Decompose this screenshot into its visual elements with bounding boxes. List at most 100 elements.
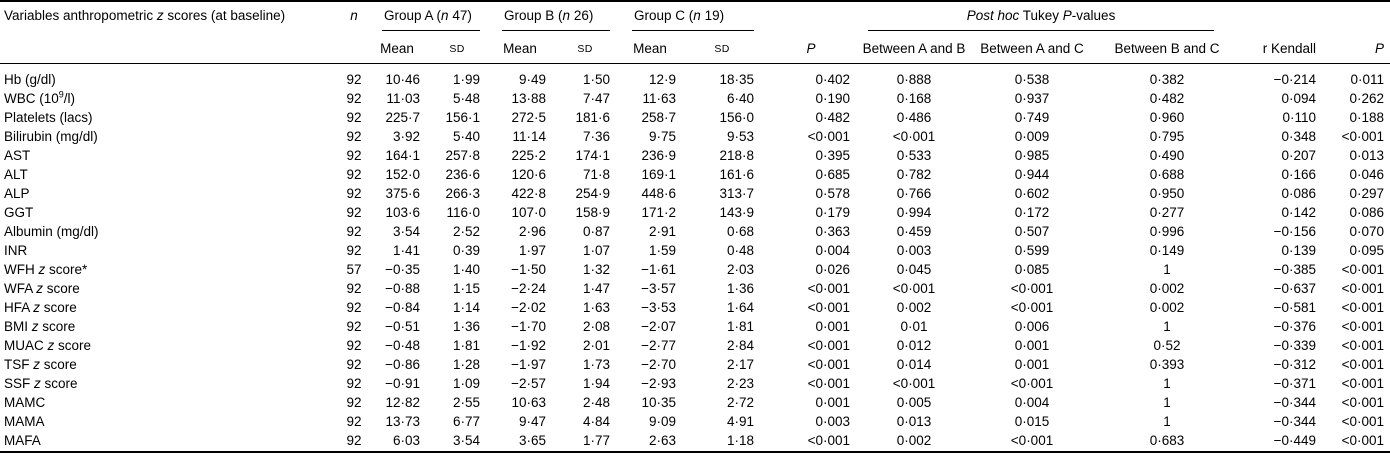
cell-group-b-mean: 2·96 [518,223,547,239]
cell-p-anova: 0·026 [815,261,851,277]
table-row: INR 92 1·41 0·39 1·97 1·07 1·59 0·48 0·004 0·003 0… [0,242,1390,261]
table-row: MAMC 92 12·82 2·55 10·63 2·48 10·35 2·72 0·001 0·… [0,394,1390,413]
cell-n: 92 [346,375,362,391]
cell-group-a-sd: 2·52 [452,223,481,239]
cell-p-kendall: <0·001 [1341,375,1385,391]
table-row: Platelets (lacs) 92 225·7 156·1 272·5 181·6 25… [0,109,1390,128]
cell-group-a-mean: 3·92 [392,128,420,144]
header-row-groups: Variables anthropometric z scores (at ba… [0,1,1390,64]
cell-p-kendall: <0·001 [1341,280,1385,296]
row-label: ALT [4,166,28,182]
cell-group-b-sd: 1·32 [582,261,611,277]
cell-n: 92 [346,90,362,106]
cell-group-b-mean: −1·50 [511,261,547,277]
table-row: WBC (109/l) 92 11·03 5·48 13·88 7·47 11·63 6·40… [0,90,1390,109]
cell-group-c-sd: 2·17 [726,356,755,372]
cell-n: 92 [346,394,362,410]
cell-p-anova: <0·001 [807,299,851,315]
cell-tukey-a-c: 0·085 [1014,261,1050,277]
cell-group-b-mean: −1·97 [511,356,547,372]
cell-group-a-mean: 103·6 [385,204,420,220]
cell-p-kendall: <0·001 [1324,431,1390,453]
cell-p-anova: 0·003 [815,413,851,429]
cell-group-c-sd: 4·91 [726,413,755,429]
table-row: Hb (g/dl) 92 10·46 1·99 9·49 1·50 12·9 18·35 0·4… [0,63,1390,90]
cell-tukey-a-c: 0·602 [1014,185,1050,201]
cell-group-a-sd: 3·54 [432,431,493,453]
cell-group-b-sd: 158·9 [575,204,611,220]
cell-p-kendall: <0·001 [1341,394,1385,410]
cell-p-anova: 0·190 [815,90,851,106]
cell-group-c-sd: 6·40 [726,90,755,106]
cell-group-a-sd: 1·15 [452,280,481,296]
cell-group-c-sd: 218·8 [719,147,755,163]
cell-n: 92 [346,280,362,296]
cell-tukey-a-b: 0·003 [896,242,932,258]
cell-tukey-b-c: 1 [1163,318,1171,334]
cell-group-a-mean: −0·86 [385,356,420,372]
cell-tukey-b-c: 0·393 [1149,356,1185,372]
table-row: MAFA 92 6·03 3·54 3·65 1·77 2·63 1·18 <0·001 0·00… [0,431,1390,453]
cell-tukey-a-c: 0·172 [1014,204,1050,220]
row-label: MUAC z score [4,337,92,353]
cell-group-b-sd: 2·01 [582,337,611,353]
cell-tukey-a-b: 0·994 [896,204,932,220]
cell-group-a-sd: 257·8 [445,147,481,163]
cell-group-b-mean: 10·63 [511,394,547,410]
cell-group-b-mean: −2·02 [511,299,547,315]
cell-group-b-mean: 1·97 [518,242,547,258]
cell-tukey-a-b: 0·782 [896,166,932,182]
cell-group-b-sd: 254·9 [575,185,611,201]
cell-tukey-a-b: 0·012 [896,337,932,353]
cell-group-c-sd: 161·6 [719,166,755,182]
cell-group-c-mean: 236·9 [641,147,677,163]
cell-n: 92 [346,299,362,315]
cell-tukey-a-b: <0·001 [892,280,936,296]
cell-tukey-a-b: 0·005 [896,394,932,410]
cell-group-a-sd: 1·09 [452,375,481,391]
cell-group-a-sd: 236·6 [445,166,481,182]
cell-tukey-b-c: 0·277 [1149,204,1185,220]
cell-tukey-b-c: 0·002 [1149,280,1185,296]
cell-group-a-mean: 164·1 [385,147,420,163]
cell-group-a-sd: 5·40 [452,128,481,144]
cell-group-c-sd: 1·18 [688,431,767,453]
header-row-measures: Mean SD Mean SD Mean SD P Between A and … [0,37,1390,64]
cell-group-c-mean: 2·91 [648,223,677,239]
cell-p-anova: 0·001 [815,318,851,334]
cell-p-kendall: <0·001 [1341,318,1385,334]
cell-p-anova: 0·482 [815,109,851,125]
col-header-tukey-a-c: Between A and C [972,37,1093,64]
col-header-tukey-b-c: Between B and C [1092,37,1243,64]
cell-group-a-sd: 1·99 [452,71,481,87]
cell-tukey-b-c: 1 [1163,394,1171,410]
cell-group-b-mean: 422·8 [511,185,547,201]
cell-tukey-a-c: <0·001 [1010,375,1054,391]
cell-group-c-sd: 0·68 [726,223,755,239]
cell-group-c-mean: −2·70 [641,356,677,372]
table-row: WFH z score* 57 −0·35 1·40 −1·50 1·32 −1·61 2·0… [0,261,1390,280]
cell-tukey-a-b: 0·013 [896,413,932,429]
cell-group-a-mean: 152·0 [385,166,420,182]
cell-tukey-a-b: 0·766 [896,185,932,201]
cell-group-c-sd: 1·81 [726,318,755,334]
cell-p-kendall: 0·297 [1349,185,1385,201]
col-header-group-b-sd: SD [558,37,623,64]
cell-tukey-a-c: 0·985 [1014,147,1050,163]
row-label: MAFA [0,431,336,453]
cell-p-anova: 0·402 [815,71,851,87]
cell-tukey-a-b: 0·045 [896,261,932,277]
cell-group-a-mean: −0·91 [385,375,420,391]
spacer-above-p2 [1324,1,1390,37]
col-header-variables: Variables anthropometric z scores (at ba… [0,1,336,64]
cell-r-kendall: −0·156 [1273,223,1317,239]
cell-group-b-mean: −2·24 [511,280,547,296]
cell-tukey-b-c: 1 [1163,261,1171,277]
table-row: AST 92 164·1 257·8 225·2 174·1 236·9 218·8 0·395… [0,147,1390,166]
cell-group-c-mean: 258·7 [641,109,677,125]
cell-r-kendall: −0·581 [1273,299,1317,315]
cell-tukey-b-c: 0·795 [1149,128,1185,144]
col-header-n: n [336,1,372,64]
cell-group-c-mean: −2·93 [641,375,677,391]
cell-p-kendall: 0·046 [1349,166,1385,182]
